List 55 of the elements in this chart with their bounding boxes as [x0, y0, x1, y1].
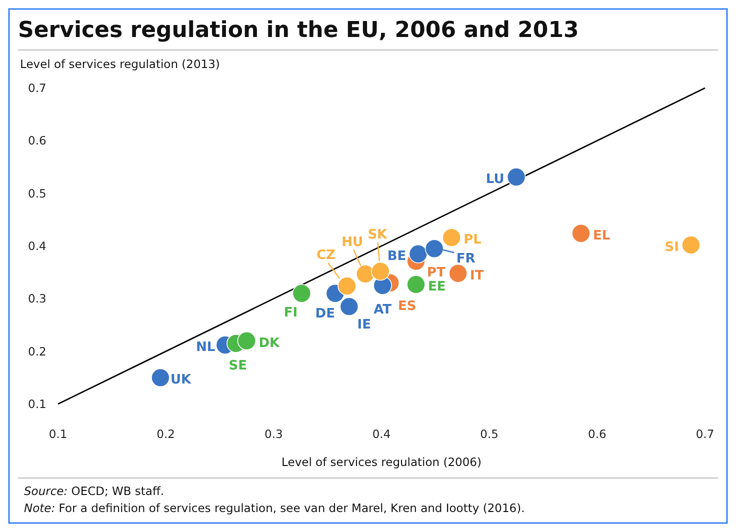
annotation: LU — [486, 172, 504, 188]
point — [572, 224, 590, 243]
annotation: BE — [387, 248, 406, 264]
annotation: PL — [464, 232, 482, 248]
point — [408, 244, 428, 264]
annotation: AT — [374, 302, 392, 318]
x-tick-label: 0.3 — [264, 427, 283, 441]
x-tick-label: 0.1 — [48, 427, 68, 441]
y-axis-title: Level of services regulation (2013) — [20, 57, 220, 71]
point — [424, 239, 444, 258]
annotation: IE — [357, 318, 372, 333]
text: Note: For a definition of services regulation, see van der Marel, Kren and Iootty (2016). — [24, 501, 525, 515]
x-axis-title: Level of services regulation (2006) — [282, 455, 482, 469]
point — [292, 284, 312, 303]
x-tick-label: 0.2 — [156, 427, 175, 441]
point — [338, 276, 356, 296]
annotation: FI — [284, 305, 298, 320]
point — [448, 264, 468, 283]
annotation: SI — [664, 240, 679, 255]
annotation: UK — [170, 372, 192, 388]
point — [371, 262, 390, 281]
annotation: SE — [228, 358, 248, 374]
y-tick-label: 0.3 — [28, 292, 46, 306]
annotation: ES — [398, 298, 416, 314]
annotation: IT — [470, 268, 484, 284]
annotation: DE — [315, 306, 335, 322]
x-tick-label: 0.5 — [480, 427, 498, 441]
x-tick-label: 0.4 — [372, 427, 391, 441]
source-note: Source: OECD; WB staff. — [24, 484, 164, 498]
annotation: EL — [592, 228, 610, 244]
y-tick-label: 0.5 — [28, 186, 46, 200]
annotation: HU — [342, 234, 364, 250]
y-tick-label: 0.6 — [28, 134, 46, 148]
point — [442, 228, 461, 247]
y-tick-label: 0.2 — [28, 344, 46, 358]
annotation: PT — [427, 265, 446, 280]
annotation: CZ — [316, 248, 336, 264]
point — [356, 264, 375, 284]
point — [237, 331, 256, 350]
point — [506, 168, 526, 186]
y-tick-label: 0.4 — [28, 239, 46, 253]
point — [406, 275, 426, 294]
annotation: DK — [258, 336, 280, 351]
annotation: EE — [428, 279, 446, 294]
chart-title: Services regulation in the EU, 2006 and 2013 — [18, 18, 579, 43]
y-tick-label: 0.7 — [28, 81, 46, 95]
point — [682, 236, 700, 254]
annotation: NL — [196, 340, 216, 356]
annotation: FR — [456, 252, 476, 267]
x-tick-label: 0.7 — [696, 427, 714, 441]
point — [151, 368, 170, 388]
y-tick-label: 0.1 — [28, 397, 46, 411]
point — [340, 297, 359, 316]
x-tick-label: 0.6 — [588, 427, 606, 441]
annotation: SK — [368, 227, 388, 242]
